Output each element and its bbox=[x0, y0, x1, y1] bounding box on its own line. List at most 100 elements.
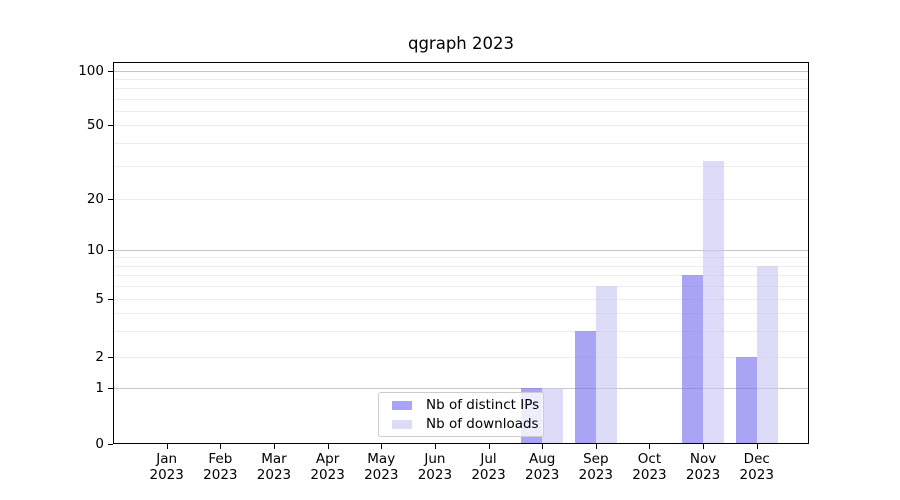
y-tick-label: 0 bbox=[95, 436, 104, 452]
x-tick-label-year: 2023 bbox=[632, 466, 667, 483]
x-tick-label: Oct 2023 bbox=[617, 451, 681, 483]
y-tick-mark bbox=[108, 199, 113, 200]
legend-label: Nb of distinct IPs bbox=[426, 397, 540, 413]
x-tick-label-year: 2023 bbox=[149, 466, 184, 483]
y-tick-label: 10 bbox=[86, 242, 104, 258]
x-tick-mark bbox=[756, 444, 758, 449]
x-tick-mark bbox=[542, 444, 544, 449]
bar bbox=[735, 357, 757, 444]
x-tick-mark bbox=[381, 444, 383, 449]
x-tick-label: Nov 2023 bbox=[671, 451, 735, 483]
major-gridline bbox=[114, 71, 808, 72]
y-tick-mark bbox=[108, 388, 113, 389]
x-tick-label-year: 2023 bbox=[417, 466, 453, 483]
x-tick-label: Feb 2023 bbox=[188, 451, 252, 483]
legend: Nb of distinct IPs Nb of downloads bbox=[378, 392, 544, 437]
x-tick-label: Jul 2023 bbox=[457, 451, 521, 483]
y-tick-mark bbox=[108, 125, 113, 126]
x-tick-label: Aug 2023 bbox=[510, 451, 574, 483]
y-tick-label: 2 bbox=[95, 349, 104, 365]
bar bbox=[542, 388, 564, 444]
x-tick-label-year: 2023 bbox=[364, 466, 399, 483]
x-tick-label-year: 2023 bbox=[256, 466, 292, 483]
minor-gridline bbox=[114, 199, 808, 200]
axes-frame bbox=[113, 62, 809, 444]
x-tick-mark bbox=[166, 444, 168, 449]
x-tick-mark bbox=[649, 444, 651, 449]
y-tick-mark bbox=[108, 444, 113, 445]
minor-gridline bbox=[114, 110, 808, 112]
minor-gridline bbox=[114, 313, 808, 315]
major-gridline bbox=[114, 388, 808, 389]
legend-item: Nb of downloads bbox=[386, 416, 539, 432]
y-tick-mark bbox=[108, 71, 113, 72]
x-tick-mark bbox=[595, 444, 597, 449]
x-tick-mark bbox=[273, 444, 275, 449]
x-tick-mark bbox=[327, 444, 329, 449]
x-tick-label: Apr 2023 bbox=[296, 451, 360, 483]
minor-gridline bbox=[114, 257, 808, 259]
x-tick-label: Sep 2023 bbox=[564, 451, 628, 483]
x-tick-mark bbox=[220, 444, 222, 449]
legend-item: Nb of distinct IPs bbox=[386, 397, 540, 413]
legend-swatch bbox=[392, 419, 412, 429]
y-tick-label: 100 bbox=[78, 63, 104, 79]
x-tick-label-year: 2023 bbox=[739, 466, 774, 483]
x-tick-label-year: 2023 bbox=[685, 466, 721, 483]
x-tick-label: Mar 2023 bbox=[242, 451, 306, 483]
legend-label: Nb of downloads bbox=[426, 416, 539, 432]
minor-gridline bbox=[114, 143, 808, 145]
x-tick-label-month: Feb bbox=[208, 451, 233, 467]
legend-swatch bbox=[392, 400, 412, 410]
minor-gridline bbox=[114, 286, 808, 288]
x-tick-label-month: Jun bbox=[424, 451, 446, 467]
x-tick-label-month: Aug bbox=[528, 451, 556, 467]
minor-gridline bbox=[114, 265, 808, 267]
x-tick-label-year: 2023 bbox=[578, 466, 613, 483]
x-tick-label-month: Oct bbox=[637, 451, 662, 467]
x-tick-mark bbox=[703, 444, 705, 449]
y-tick-label: 50 bbox=[86, 117, 104, 133]
x-tick-label-year: 2023 bbox=[310, 466, 345, 483]
major-gridline bbox=[114, 250, 808, 251]
minor-gridline bbox=[114, 299, 808, 300]
bar bbox=[595, 286, 617, 444]
bar bbox=[703, 161, 725, 444]
x-tick-label-month: Apr bbox=[315, 451, 340, 467]
minor-gridline bbox=[114, 125, 808, 126]
x-tick-label-year: 2023 bbox=[524, 466, 560, 483]
minor-gridline bbox=[114, 79, 808, 81]
x-tick-label: Jun 2023 bbox=[403, 451, 467, 483]
y-tick-mark bbox=[108, 357, 113, 358]
bar bbox=[756, 265, 778, 444]
x-tick-label-month: Dec bbox=[743, 451, 770, 467]
x-tick-mark bbox=[488, 444, 490, 449]
minor-gridline bbox=[114, 98, 808, 100]
x-tick-label: Jan 2023 bbox=[135, 451, 199, 483]
y-tick-mark bbox=[108, 250, 113, 251]
x-tick-label-month: Nov bbox=[689, 451, 717, 467]
y-tick-label: 1 bbox=[95, 380, 104, 396]
x-tick-label: Dec 2023 bbox=[725, 451, 789, 483]
x-tick-label-month: Jul bbox=[480, 451, 497, 467]
y-tick-label: 5 bbox=[95, 291, 104, 307]
chart-title: qgraph 2023 bbox=[407, 34, 514, 53]
bar bbox=[682, 275, 704, 444]
y-tick-label: 20 bbox=[86, 191, 104, 207]
minor-gridline bbox=[114, 275, 808, 277]
minor-gridline bbox=[114, 88, 808, 90]
minor-gridline bbox=[114, 331, 808, 333]
x-tick-label-month: Mar bbox=[261, 451, 287, 467]
x-tick-label-year: 2023 bbox=[471, 466, 506, 483]
x-tick-label-month: May bbox=[367, 451, 396, 467]
y-tick-mark bbox=[108, 299, 113, 300]
minor-gridline bbox=[114, 166, 808, 168]
bar bbox=[574, 331, 596, 444]
x-tick-label-year: 2023 bbox=[203, 466, 238, 483]
x-tick-label: May 2023 bbox=[349, 451, 413, 483]
minor-gridline bbox=[114, 357, 808, 358]
x-tick-label-month: Sep bbox=[583, 451, 609, 467]
x-tick-label-month: Jan bbox=[156, 451, 178, 467]
x-tick-mark bbox=[434, 444, 436, 449]
